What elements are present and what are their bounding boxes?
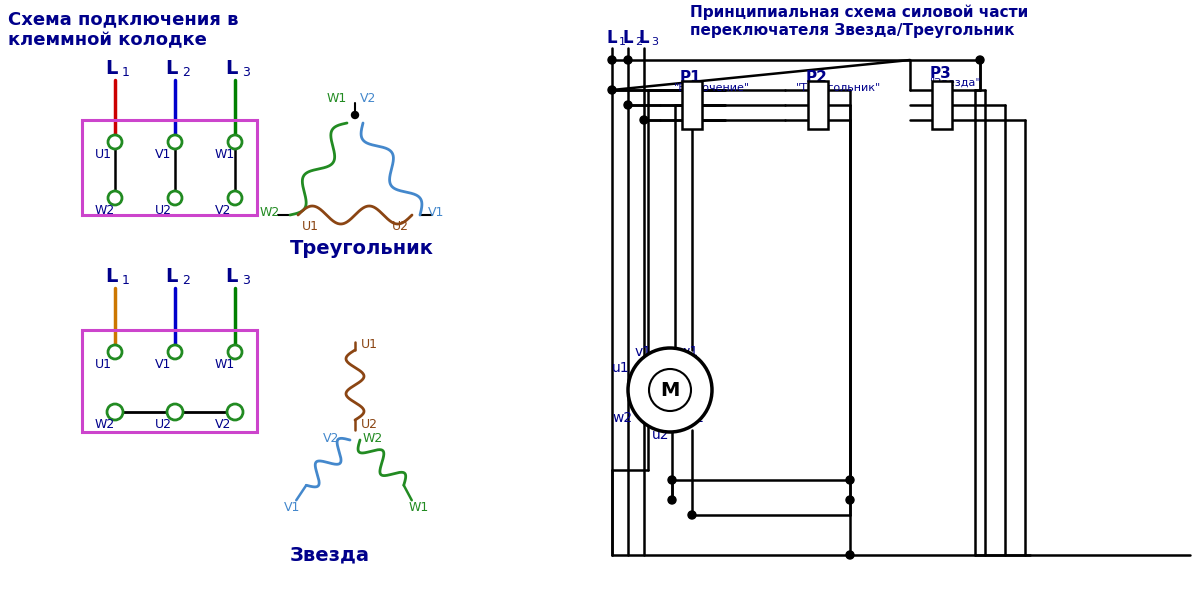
Text: V1: V1 <box>155 148 171 160</box>
Circle shape <box>846 496 854 504</box>
Text: V2: V2 <box>360 92 377 106</box>
Text: 3: 3 <box>651 37 659 47</box>
Circle shape <box>608 56 616 64</box>
Text: u1: u1 <box>612 361 630 375</box>
Text: W2: W2 <box>260 206 281 220</box>
Text: 2: 2 <box>182 274 190 286</box>
Text: Звезда: Звезда <box>290 545 370 565</box>
Text: V2: V2 <box>216 203 231 217</box>
Circle shape <box>169 191 182 205</box>
Circle shape <box>976 56 984 64</box>
Text: W1: W1 <box>408 501 429 514</box>
Text: M: M <box>660 380 680 400</box>
Bar <box>681 81 702 129</box>
Circle shape <box>846 476 854 484</box>
Text: "Включение": "Включение" <box>674 83 750 93</box>
Text: U1: U1 <box>361 337 378 350</box>
Circle shape <box>167 404 183 420</box>
Text: L: L <box>225 58 237 77</box>
Text: W2: W2 <box>362 431 383 445</box>
Text: U2: U2 <box>361 419 378 431</box>
Text: V1: V1 <box>427 206 444 220</box>
Text: L: L <box>225 266 237 286</box>
Circle shape <box>108 191 122 205</box>
Text: L: L <box>165 58 177 77</box>
Circle shape <box>169 135 182 149</box>
Text: V1: V1 <box>284 501 301 514</box>
Circle shape <box>108 135 122 149</box>
Text: u2: u2 <box>653 428 669 442</box>
Text: W1: W1 <box>216 358 235 370</box>
Circle shape <box>228 191 242 205</box>
Text: W2: W2 <box>95 203 116 217</box>
Text: Схема подключения в
клеммной колодке: Схема подключения в клеммной колодке <box>8 10 238 49</box>
Text: L: L <box>105 266 117 286</box>
Text: 3: 3 <box>242 65 250 79</box>
Circle shape <box>228 135 242 149</box>
Text: V2: V2 <box>216 418 231 431</box>
Circle shape <box>228 345 242 359</box>
Text: W1: W1 <box>216 148 235 160</box>
Text: Треугольник: Треугольник <box>290 238 433 257</box>
Text: L: L <box>607 29 618 47</box>
Circle shape <box>846 551 854 559</box>
Text: w1: w1 <box>678 345 698 359</box>
Text: L: L <box>165 266 177 286</box>
Circle shape <box>228 404 243 420</box>
Circle shape <box>687 511 696 519</box>
Circle shape <box>108 345 122 359</box>
Text: v2: v2 <box>687 411 706 425</box>
Circle shape <box>649 369 691 411</box>
Circle shape <box>641 116 648 124</box>
Text: 1: 1 <box>122 65 130 79</box>
Text: "Звезда": "Звезда" <box>929 78 981 88</box>
Circle shape <box>624 56 632 64</box>
Bar <box>808 81 828 129</box>
Text: L: L <box>105 58 117 77</box>
Text: V2: V2 <box>323 431 340 445</box>
Text: w2: w2 <box>612 411 632 425</box>
Text: v1: v1 <box>635 345 653 359</box>
Circle shape <box>624 101 632 109</box>
Text: L: L <box>639 29 650 47</box>
Text: P1: P1 <box>680 70 702 85</box>
Text: 2: 2 <box>182 65 190 79</box>
Text: 2: 2 <box>635 37 642 47</box>
Text: 1: 1 <box>122 274 130 286</box>
Text: V1: V1 <box>155 358 171 370</box>
Text: P3: P3 <box>929 65 951 80</box>
Text: W1: W1 <box>327 92 347 106</box>
Text: 1: 1 <box>619 37 626 47</box>
Circle shape <box>107 404 123 420</box>
Text: 3: 3 <box>242 274 250 286</box>
Text: L: L <box>622 29 633 47</box>
Bar <box>82 330 256 432</box>
Text: W2: W2 <box>95 418 116 431</box>
Circle shape <box>352 112 359 118</box>
Text: P2: P2 <box>805 70 828 85</box>
Circle shape <box>668 476 675 484</box>
Circle shape <box>668 496 675 504</box>
Bar <box>932 81 952 129</box>
Text: U2: U2 <box>393 220 409 233</box>
Text: U1: U1 <box>302 220 319 233</box>
Text: U2: U2 <box>155 203 172 217</box>
Circle shape <box>169 345 182 359</box>
Bar <box>82 120 256 215</box>
Text: U2: U2 <box>155 418 172 431</box>
Circle shape <box>608 86 616 94</box>
Circle shape <box>628 348 712 432</box>
Text: "Треугольник": "Треугольник" <box>796 83 881 93</box>
Text: U1: U1 <box>95 358 112 370</box>
Text: U1: U1 <box>95 148 112 160</box>
Text: Принципиальная схема силовой части
переключателя Звезда/Треугольник: Принципиальная схема силовой части перек… <box>690 5 1028 38</box>
